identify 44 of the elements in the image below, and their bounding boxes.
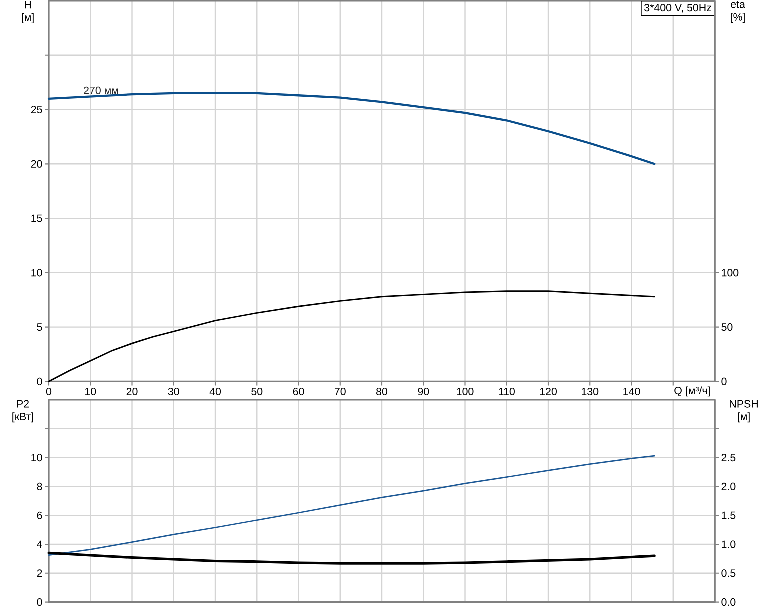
x-tick-label: 140 bbox=[624, 388, 640, 396]
x-tick-label: 80 bbox=[376, 388, 388, 396]
x-tick-label: 120 bbox=[540, 388, 557, 396]
y-tick-label: 0 bbox=[37, 378, 42, 386]
x-tick-label: 20 bbox=[126, 388, 138, 396]
y2-tick-label: 100 bbox=[722, 269, 739, 277]
y-axis-title: P2 [кВт] bbox=[12, 400, 34, 423]
y2-tick-label: 1.0 bbox=[722, 540, 736, 548]
y2-axis-title: eta [%] bbox=[731, 1, 746, 24]
y2-tick-label: 2.0 bbox=[722, 482, 736, 490]
x-tick-label: 0 bbox=[46, 388, 52, 396]
x-tick-label: 110 bbox=[499, 388, 515, 396]
y-tick-label: 8 bbox=[37, 482, 42, 490]
y-tick-label: 4 bbox=[37, 540, 42, 548]
x-tick-label: 130 bbox=[582, 388, 599, 396]
line-series bbox=[48, 290, 656, 382]
y-tick-label: 5 bbox=[37, 324, 42, 332]
x-tick-label: 30 bbox=[168, 388, 180, 396]
y2-tick-label: 1.5 bbox=[722, 512, 736, 520]
series-label: 270 мм bbox=[84, 86, 118, 94]
chart-title: 3*400 V, 50Hz bbox=[644, 4, 712, 13]
y2-axis-title: NPSH [м] bbox=[730, 400, 758, 423]
x-tick-label: 60 bbox=[293, 388, 304, 396]
y-tick-label: 10 bbox=[32, 269, 42, 277]
x-tick-label: 10 bbox=[86, 388, 96, 396]
y2-tick-label: 50 bbox=[722, 324, 733, 332]
y2-tick-label: 0.0 bbox=[722, 598, 736, 606]
y-tick-label: 2 bbox=[37, 570, 42, 578]
x-tick-label: 90 bbox=[418, 388, 430, 396]
y2-tick-label: 0.5 bbox=[722, 570, 736, 578]
x-tick-label: 100 bbox=[457, 388, 474, 396]
y-tick-label: 0 bbox=[37, 598, 42, 606]
y2-tick-label: 0 bbox=[722, 378, 727, 386]
x-tick-label: 40 bbox=[210, 388, 222, 396]
y-tick-label: 15 bbox=[32, 214, 42, 222]
y2-tick-label: 2.5 bbox=[722, 454, 736, 462]
y-tick-label: 20 bbox=[31, 160, 42, 168]
y-tick-label: 6 bbox=[37, 512, 42, 520]
x-tick-label: 50 bbox=[252, 388, 263, 396]
y-axis-title: H [м] bbox=[22, 1, 34, 24]
x-tick-label: 70 bbox=[334, 388, 346, 396]
y-tick-label: 25 bbox=[31, 106, 42, 114]
x-axis-title: Q [м³/ч] bbox=[674, 386, 710, 397]
y-tick-label: 10 bbox=[32, 454, 42, 462]
